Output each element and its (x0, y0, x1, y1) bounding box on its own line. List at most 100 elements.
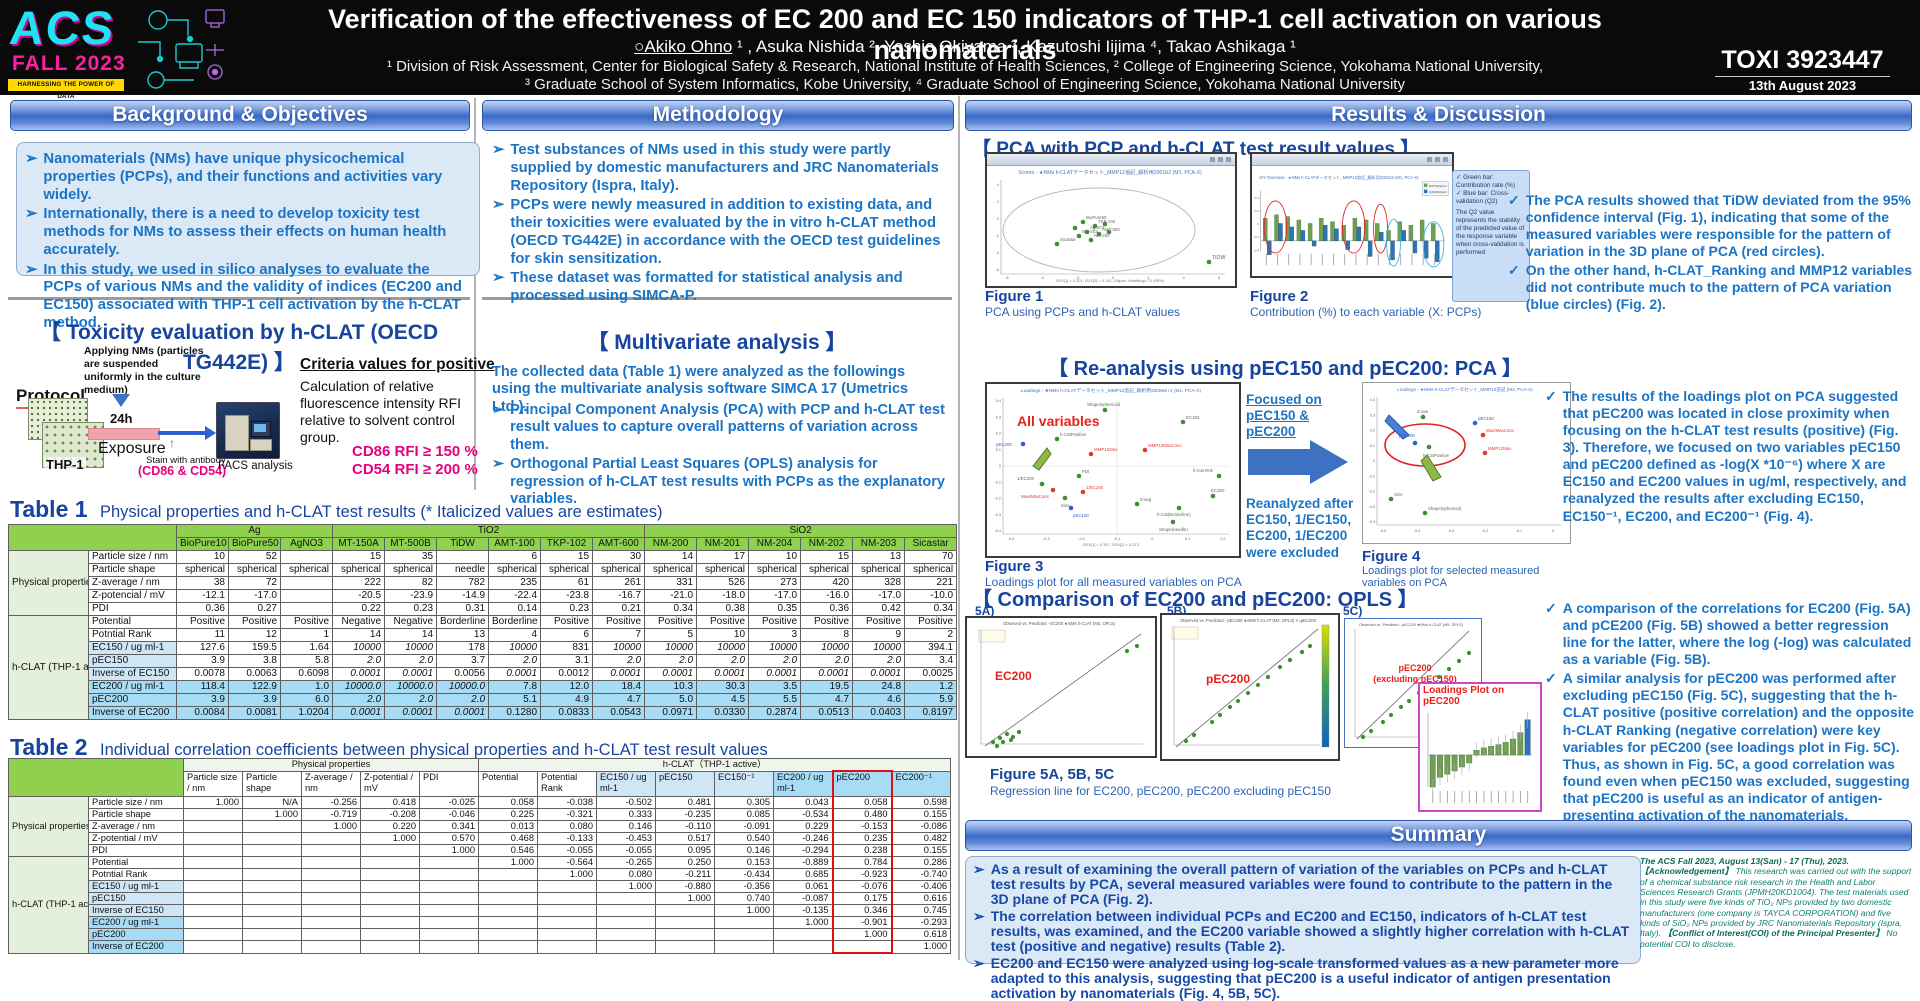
table-cell: 2.0 (696, 654, 750, 668)
bullet-item: ➢ Test substances of NMs used in this stu… (492, 142, 947, 195)
summary-box: ➢ As a result of examining the overall pa… (965, 856, 1641, 1000)
bullet-marker-icon: ➢ (25, 151, 38, 167)
table-cell: AMT-100 (488, 537, 542, 551)
table-cell: 0.061 (773, 880, 833, 893)
data-point (1209, 719, 1215, 725)
table-cell: 3.4 (904, 654, 958, 668)
table-cell: 0.517 (655, 832, 715, 845)
table-cell: EC200 / ug ml-1 (88, 916, 184, 929)
point-label: h-Cat(Borderline) (1157, 512, 1191, 517)
table-cell (537, 892, 597, 905)
point-label: AMT-600 (1102, 227, 1120, 232)
data-point (1142, 447, 1148, 453)
axis-tick: -0.3 (1368, 505, 1375, 509)
data-point (1482, 450, 1488, 456)
table-cell: N/A (242, 796, 302, 809)
table-cell: 3.9 (176, 654, 229, 668)
data-point (1176, 505, 1182, 511)
table-cell: 4.9 (540, 693, 594, 707)
table-cell: 4.5 (696, 693, 750, 707)
table-cell: -0.453 (596, 832, 656, 845)
table-cell (360, 856, 420, 869)
facs-instrument-image (216, 402, 280, 459)
focused-label: Focused on pEC150 & pEC200 (1246, 392, 1322, 440)
table-cell: Inverse of EC200 (88, 706, 177, 720)
reanalysis-title: 【 Re-analysis using pEC150 and pEC200: P… (1048, 358, 1522, 380)
summary-bullets: ➢ As a result of examining the overall pa… (973, 862, 1633, 1001)
table-cell: Potential Rank (537, 770, 597, 797)
bullet-text: These dataset was formatted for statisti… (510, 270, 903, 304)
table-cell: 0.341 (419, 820, 479, 833)
table-cell: 0.0056 (436, 667, 490, 681)
table-cell: 0.220 (360, 820, 420, 833)
table-cell: 9 (852, 628, 906, 642)
note-line2: ✓ Blue bar: Cross-validation (Q2) (1456, 190, 1510, 205)
axis-tick: 4 (997, 183, 999, 187)
data-point (1088, 237, 1094, 243)
point-label: pEC150 (1073, 513, 1089, 518)
bullet-marker-icon: ➢ (973, 861, 985, 877)
table-cell (360, 904, 420, 917)
criteria-body: Calculation of relative fluorescence int… (300, 378, 462, 446)
table-cell (360, 940, 420, 954)
table2: Physical properties h-CLAT（THP-1 active） P… (8, 758, 952, 954)
table-cell (478, 880, 538, 893)
table-cell: 0.27 (228, 602, 281, 616)
column-divider-left (474, 98, 476, 490)
table-cell: Borderline (436, 615, 490, 629)
table-cell: Positive (696, 615, 750, 629)
table-cell: 10000 (592, 641, 646, 655)
bullet-item: ➢ Orthogonal Partial Least Squares (OPLS)… (492, 456, 947, 508)
session-date: 13th August 2023 (1715, 76, 1890, 93)
data-point (1388, 496, 1394, 502)
table-cell: Inverse of EC200 (88, 940, 184, 954)
point-label: MMP12MaxConc (1148, 443, 1182, 448)
cd86-criteria: CD86 RFI ≥ 150 % (352, 443, 478, 460)
point-label: pEC150 (1478, 416, 1494, 421)
axis-tick: 0 (1112, 276, 1114, 280)
table-cell: -18.0 (696, 589, 750, 603)
table-cell: 10 (696, 628, 750, 642)
table-cell: 0.31 (436, 602, 490, 616)
table-cell: 2.0 (384, 693, 438, 707)
bullet-marker-icon: ➢ (25, 206, 38, 223)
bullet-text: Test substances of NMs used in this stud… (510, 142, 939, 194)
table-cell: 0.286 (890, 856, 952, 869)
fig2-note-box: ✓ Green bar: Contribution rate (%) ✓ Blu… (1452, 170, 1530, 302)
data-point (1406, 698, 1412, 704)
table-cell: EC150⁻¹ (714, 770, 774, 797)
table-cell: 7 (592, 628, 646, 642)
table-cell: 0.0330 (696, 706, 750, 720)
bullet-item: ➢ EC200 and EC150 were analyzed using log… (973, 955, 1633, 1001)
table-cell: 6.0 (279, 693, 334, 707)
table-cell (714, 928, 774, 941)
table-cell: 0.235 (831, 832, 893, 845)
acknowledgement-block: The ACS Fall 2023, August 13(San) - 17 (… (1640, 856, 1912, 949)
table-cell: Sicastar (904, 537, 958, 551)
table-cell: 6 (488, 550, 542, 564)
table-cell (360, 916, 420, 929)
data-point (1480, 432, 1486, 438)
fig5c-label2: (excluding pEC150) (1373, 674, 1457, 684)
point-label: PDI (1082, 469, 1089, 474)
table-cell: 4.7 (592, 693, 646, 707)
table-cell: 10000.0 (332, 680, 386, 694)
table-cell: 10000.0 (384, 680, 438, 694)
table-cell: 7.8 (488, 680, 542, 694)
table-cell: 0.155 (890, 844, 952, 857)
table-cell: Positive (540, 615, 594, 629)
table-cell: Physical properties (8, 550, 89, 616)
point-label: NM-203 (1082, 229, 1098, 234)
table-cell: TKP-102 (540, 537, 594, 551)
data-point (1446, 666, 1452, 672)
table-cell: 12 (228, 628, 281, 642)
table-cell (537, 880, 597, 893)
results-discussion-header: Results & Discussion (965, 100, 1912, 131)
table-cell: 2.0 (332, 693, 386, 707)
table-cell: Positive (852, 615, 906, 629)
window-chrome (1252, 154, 1452, 166)
point-label: h-Cat.Rnk (1193, 468, 1214, 473)
table-cell: -0.055 (596, 844, 656, 857)
table-cell: NM-200 (644, 537, 698, 551)
table-cell: 0.6098 (279, 667, 334, 681)
